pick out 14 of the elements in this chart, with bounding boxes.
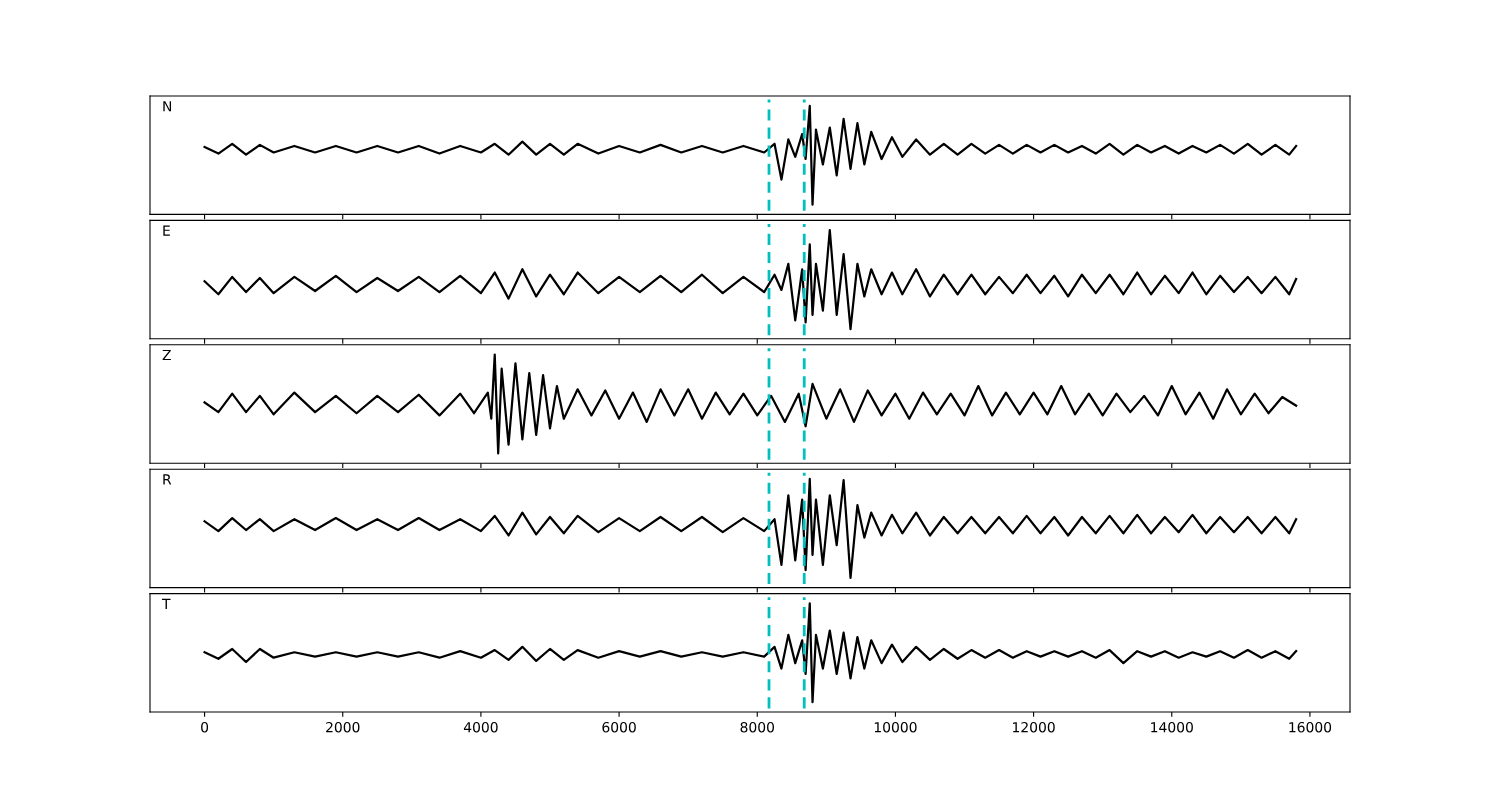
- x-tick-label: 4000: [463, 721, 498, 733]
- x-tick-label: 12000: [1013, 721, 1055, 733]
- x-tick-label: 2000: [326, 721, 360, 733]
- x-tick-label: 10000: [874, 721, 917, 733]
- text: R: [163, 474, 172, 485]
- x-tick-label: 0: [201, 721, 209, 733]
- x-tick-label: 8000: [740, 721, 774, 733]
- text: T: [161, 598, 171, 609]
- text: N: [163, 101, 172, 112]
- x-tick-label: 14000: [1151, 721, 1193, 733]
- text: Z: [162, 349, 171, 361]
- text: E: [163, 225, 170, 236]
- x-tick-label: 16000: [1289, 721, 1332, 733]
- x-tick-label: 6000: [602, 721, 636, 733]
